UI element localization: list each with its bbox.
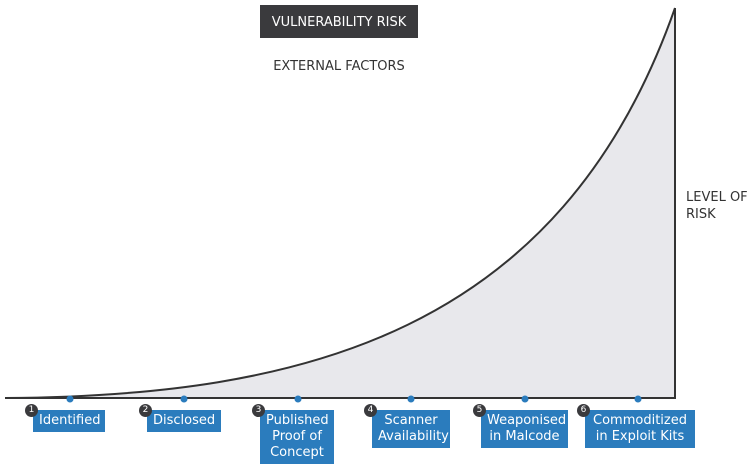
stage-number: 3: [252, 404, 265, 417]
stage-dot: [66, 395, 74, 403]
stage-dot: [634, 395, 642, 403]
stage-number: 1: [25, 404, 38, 417]
risk-curve: [4, 7, 676, 399]
axis-label: LEVEL OF: [686, 190, 748, 205]
stage-number: 2: [139, 404, 152, 417]
stage-dot: [294, 395, 302, 403]
stage-dot: [521, 395, 529, 403]
stage-label: in Malcode: [489, 429, 560, 444]
axis-label: RISK: [686, 207, 716, 222]
stage-number: 6: [577, 404, 590, 417]
stage-label: Availability: [378, 429, 449, 444]
stage-label: Disclosed: [153, 413, 216, 428]
stage-label: Concept: [270, 445, 324, 460]
stage-label: Published: [266, 413, 329, 428]
stage-box: Published Proof of Concept: [260, 410, 334, 464]
title-box: [260, 5, 418, 38]
stage-number: 4: [364, 404, 377, 417]
stage-label: Identified: [39, 413, 101, 428]
stage-box: Disclosed: [147, 410, 221, 432]
stage-box: Scanner Availability: [372, 410, 450, 448]
subtitle: EXTERNAL FACTORS: [273, 59, 405, 74]
stage-number: 5: [473, 404, 486, 417]
stage-dots: [66, 395, 642, 403]
stage-label: in Exploit Kits: [595, 429, 685, 444]
stage-dot: [180, 395, 188, 403]
stage-box: Commoditized in Exploit Kits: [585, 410, 695, 448]
stage-label: Proof of: [272, 429, 322, 444]
risk-area: [5, 8, 675, 398]
stage-label: Weaponised: [487, 413, 567, 428]
stage-dot: [407, 395, 415, 403]
stage-box: Identified: [33, 410, 105, 432]
stage-label: Scanner: [384, 413, 438, 428]
stage-box: Weaponised in Malcode: [481, 410, 568, 448]
title: VULNERABILITY RISK: [272, 15, 407, 30]
stage-label: Commoditized: [593, 413, 687, 428]
